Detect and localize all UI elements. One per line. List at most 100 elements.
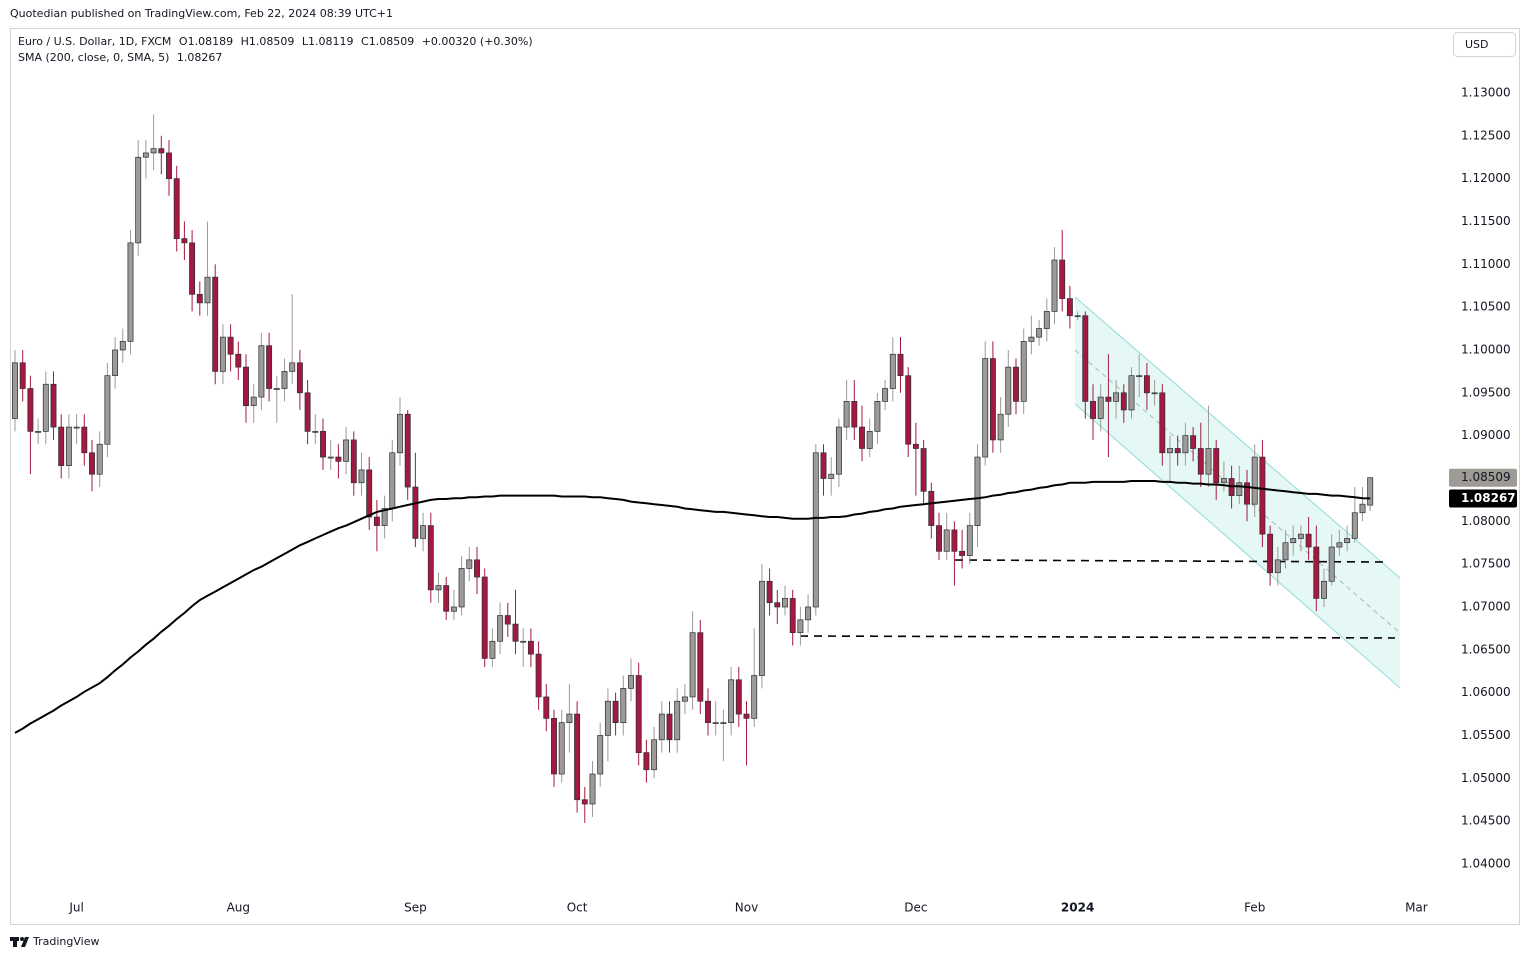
candle-body — [1359, 503, 1366, 514]
candle-body — [782, 598, 788, 608]
candle-body — [1297, 533, 1304, 539]
currency-button[interactable] — [1453, 32, 1516, 57]
logo-slash — [21, 937, 29, 947]
candle-body — [58, 426, 65, 466]
candle-body — [828, 473, 835, 479]
chart-frame — [10, 28, 1520, 925]
candle-body — [1120, 392, 1127, 411]
channel-bottom — [1074, 403, 1401, 689]
sma-line — [14, 480, 1371, 734]
candle-body — [1059, 259, 1066, 299]
candle-body — [735, 679, 742, 715]
x-tick-label: Aug — [227, 901, 250, 915]
candle-body — [1136, 375, 1143, 378]
candle-body — [1151, 392, 1158, 395]
logo-stem — [13, 937, 17, 947]
candle-body — [743, 713, 750, 719]
y-tick-label: 1.13000 — [1461, 85, 1511, 99]
candle-body — [882, 388, 889, 402]
candle-body — [1174, 448, 1181, 454]
indicator-name: SMA (200, close, 0, SMA, 5) — [18, 51, 169, 64]
candle-body — [481, 576, 488, 659]
y-tick-label: 1.10500 — [1461, 300, 1511, 314]
ohlc-prefix: C — [361, 35, 369, 48]
currency-label[interactable]: USD — [1465, 38, 1489, 51]
indicator-value: 1.08267 — [177, 51, 223, 64]
candle-body — [266, 345, 273, 389]
candle-body — [504, 615, 511, 625]
y-tick-label: 1.04500 — [1461, 814, 1511, 828]
candle-body — [612, 700, 619, 723]
candle-body — [1236, 482, 1243, 496]
candle-body — [420, 525, 427, 539]
candle-body — [458, 568, 465, 608]
support-line — [954, 559, 1386, 563]
candle-body — [450, 606, 457, 612]
y-tick-label: 1.07500 — [1461, 557, 1511, 571]
candle-body — [712, 722, 719, 724]
candle-body — [1290, 538, 1297, 544]
ohlc-value: 1.08509 — [249, 35, 295, 48]
candle-body — [127, 242, 134, 342]
candle-body — [50, 383, 57, 428]
candle-body — [196, 293, 203, 304]
candle-body — [566, 713, 573, 723]
candle-body — [1051, 259, 1058, 312]
candle-body — [1344, 538, 1351, 544]
y-tick-label: 1.10000 — [1461, 342, 1511, 356]
candle-body — [1028, 336, 1035, 342]
y-tick-label: 1.12500 — [1461, 128, 1511, 142]
candle-body — [135, 156, 142, 244]
candle-body — [758, 580, 765, 676]
y-tick-label: 1.04000 — [1461, 856, 1511, 870]
candle-body — [866, 431, 873, 449]
candle-body — [1066, 298, 1073, 317]
brand-logo — [10, 937, 29, 947]
candle-body — [27, 388, 34, 432]
candle-body — [574, 713, 581, 801]
candle-body — [1282, 542, 1289, 561]
candle-body — [227, 336, 234, 355]
candle-body — [397, 413, 403, 454]
candle-body — [112, 349, 119, 377]
ohlc-prefix: L — [302, 35, 309, 48]
candle-body — [520, 640, 527, 643]
candle-body — [381, 508, 388, 526]
candle-body — [1036, 328, 1043, 338]
candle-body — [589, 773, 596, 805]
candle-body — [243, 366, 249, 407]
y-tick-label: 1.07000 — [1461, 599, 1511, 613]
x-tick-label: Mar — [1405, 901, 1428, 915]
candle-body — [296, 362, 303, 394]
candle-body — [535, 653, 542, 698]
candle-body — [1305, 533, 1312, 548]
x-tick-label: 2024 — [1061, 901, 1094, 915]
candle-body — [974, 456, 981, 526]
candle-body — [1113, 392, 1120, 402]
candle-body — [897, 353, 904, 377]
candle-body — [551, 718, 557, 775]
candle-body — [273, 388, 280, 390]
candle-body — [943, 529, 950, 552]
candle-body — [805, 606, 812, 621]
candle-body — [1220, 478, 1227, 484]
candle-body — [697, 632, 704, 702]
candle-body — [1090, 401, 1096, 419]
candle-body — [512, 623, 519, 642]
ohlc-prefix: H — [241, 35, 249, 48]
candle-body — [812, 452, 819, 608]
candle-body — [797, 619, 804, 634]
candle-body — [358, 469, 365, 484]
candle-body — [327, 456, 334, 459]
candle-body — [1244, 482, 1250, 505]
ohlc-value: 1.08119 — [308, 35, 354, 48]
candle-body — [96, 443, 103, 475]
candle-body — [404, 413, 411, 488]
candle-body — [1128, 375, 1135, 411]
candle-body — [1259, 456, 1266, 535]
candle-body — [635, 675, 642, 753]
candle-body — [150, 148, 157, 154]
candle-body — [366, 469, 373, 518]
candle-body — [1143, 375, 1150, 394]
candle-body — [689, 632, 696, 698]
